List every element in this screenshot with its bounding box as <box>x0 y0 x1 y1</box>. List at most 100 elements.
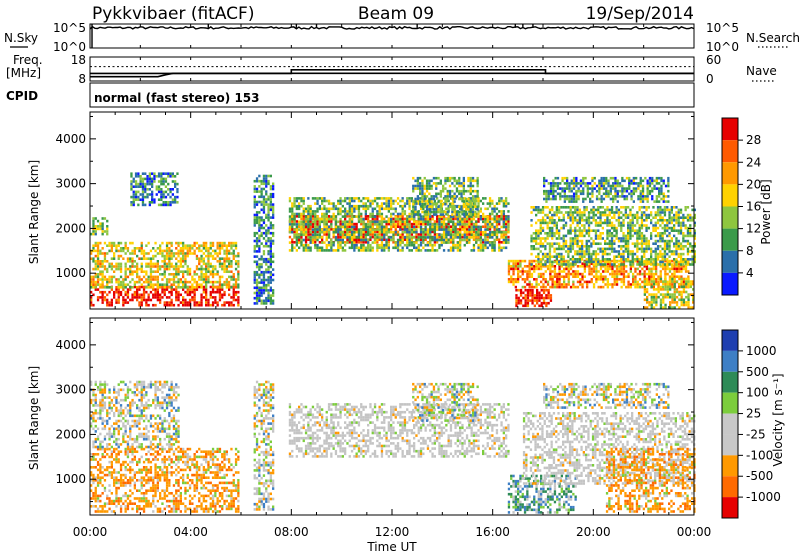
range-cell <box>225 270 228 273</box>
range-cell <box>415 228 418 231</box>
range-cell <box>408 199 411 203</box>
range-cell <box>165 288 169 291</box>
range-cell <box>410 243 413 247</box>
range-cell <box>622 278 626 281</box>
range-cell <box>214 249 217 253</box>
range-cell <box>182 247 185 250</box>
range-cell <box>479 228 482 231</box>
range-cell <box>168 301 171 304</box>
range-cell <box>92 230 95 233</box>
range-cell <box>200 260 203 263</box>
range-cell <box>330 241 333 244</box>
range-cell <box>205 273 208 276</box>
range-cell <box>378 228 381 231</box>
range-cell <box>638 272 642 276</box>
range-cell <box>424 230 427 234</box>
range-cell <box>311 233 315 237</box>
range-cell <box>615 206 618 209</box>
range-cell <box>544 260 547 264</box>
range-cell <box>553 283 557 286</box>
range-cell <box>610 226 614 230</box>
range-cell <box>394 243 397 247</box>
range-cell <box>449 217 453 221</box>
range-cell <box>437 182 440 185</box>
range-cell <box>399 220 402 224</box>
range-cell <box>262 208 266 212</box>
range-cell <box>423 197 426 201</box>
range-cell <box>371 212 374 216</box>
range-cell <box>606 221 609 225</box>
range-cell <box>555 226 558 230</box>
range-cell <box>530 234 533 238</box>
range-cell <box>101 232 104 236</box>
range-cell <box>170 257 173 260</box>
range-cell <box>337 233 340 236</box>
range-cell <box>447 249 450 252</box>
range-cell <box>298 215 301 218</box>
range-cell <box>237 265 240 268</box>
range-cell <box>309 236 312 239</box>
range-cell <box>380 207 384 211</box>
range-cell <box>597 237 600 240</box>
range-cell <box>119 280 123 284</box>
range-cell <box>288 207 292 211</box>
range-cell <box>468 199 471 203</box>
range-cell <box>606 242 609 245</box>
range-cell <box>177 273 180 276</box>
range-cell <box>519 259 522 263</box>
range-cell <box>344 199 347 203</box>
range-cell <box>138 247 141 250</box>
range-cell <box>495 217 499 221</box>
range-cell <box>447 199 450 203</box>
range-cell <box>304 233 308 237</box>
range-cell <box>168 241 171 245</box>
range-cell <box>90 278 93 281</box>
range-cell <box>168 303 171 307</box>
range-cell <box>140 247 143 250</box>
range-cell <box>293 197 296 200</box>
range-cell <box>184 254 187 258</box>
range-cell <box>416 176 419 180</box>
range-cell <box>355 241 358 244</box>
range-cell <box>595 278 598 281</box>
range-cell <box>493 204 496 208</box>
range-cell <box>655 278 658 281</box>
range-cell <box>307 210 310 213</box>
range-cell <box>576 229 579 232</box>
range-cell <box>164 185 168 188</box>
range-cell <box>339 202 342 205</box>
range-cell <box>551 226 554 230</box>
range-cell <box>417 238 420 242</box>
range-cell <box>387 207 390 211</box>
range-cell <box>258 224 261 227</box>
range-cell <box>551 245 554 248</box>
range-cell <box>298 238 301 241</box>
frequency-panel: Freq. [MHz] 18 8 60 0 Nave <box>6 53 777 86</box>
range-cell <box>419 241 423 244</box>
range-cell <box>595 265 598 268</box>
range-cell <box>232 298 235 302</box>
range-cell <box>262 203 266 206</box>
range-cell <box>571 239 575 243</box>
range-cell <box>341 249 344 252</box>
range-cell <box>147 262 150 266</box>
range-cell <box>595 270 598 273</box>
range-cell <box>401 215 404 218</box>
range-cell <box>122 296 125 299</box>
range-cell <box>444 202 447 206</box>
range-cell <box>535 237 538 240</box>
range-cell <box>188 293 192 297</box>
range-cell <box>548 247 552 251</box>
range-cell <box>599 263 602 266</box>
range-cell <box>117 296 120 299</box>
range-cell <box>493 217 496 221</box>
range-cell <box>622 270 626 273</box>
range-cell <box>304 220 308 223</box>
range-cell <box>360 222 363 226</box>
range-cell <box>133 283 136 286</box>
range-cell <box>675 265 678 268</box>
range-cell <box>455 205 459 209</box>
range-cell <box>350 222 354 226</box>
range-cell <box>482 246 485 250</box>
range-cell <box>555 237 558 240</box>
